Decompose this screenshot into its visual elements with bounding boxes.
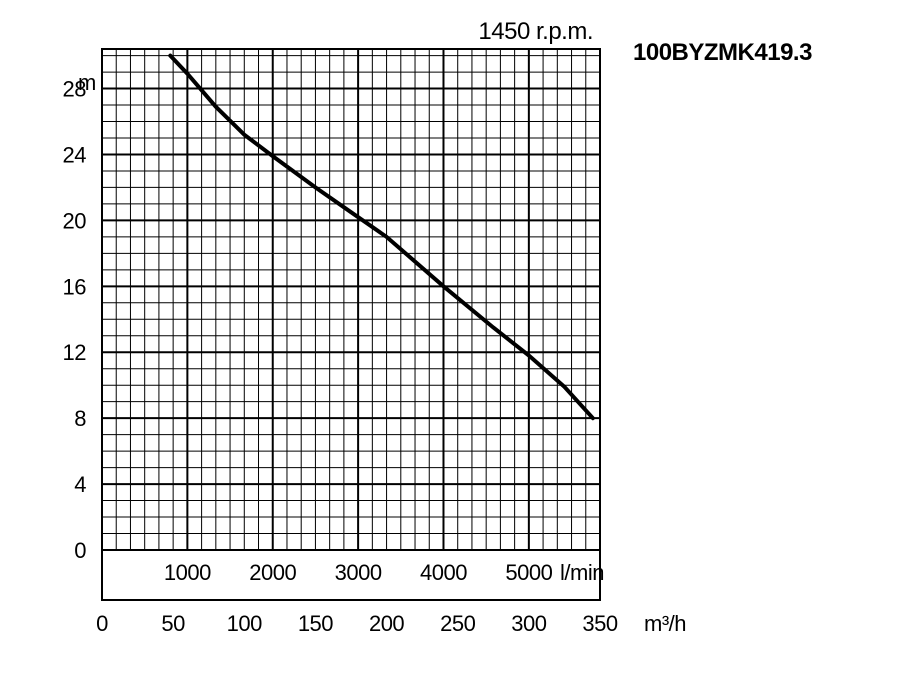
y-tick-label: 20 <box>63 208 87 233</box>
y-ticks: 0 4 8 12 16 20 24 28 <box>63 77 87 563</box>
y-tick-label: 24 <box>63 142 87 167</box>
y-tick-label: 12 <box>63 340 87 365</box>
x-tick-label: 350 <box>582 611 617 636</box>
y-tick-label: 8 <box>74 406 86 431</box>
x-tick-label: 250 <box>440 611 475 636</box>
model-name: 100BYZMK419.3 <box>633 39 812 66</box>
minor-grid <box>102 49 600 550</box>
x2-tick-label: 5000 <box>505 560 552 585</box>
x2-tick-label: 2000 <box>249 560 296 585</box>
head-flow-curve <box>168 53 595 421</box>
x-tick-label: 50 <box>161 611 185 636</box>
plot-frame <box>101 48 601 601</box>
x-tick-label: 150 <box>298 611 333 636</box>
lmin-ticks: 1000 2000 3000 4000 5000 <box>164 560 553 585</box>
x-tick-label: 300 <box>511 611 546 636</box>
x-tick-label: 100 <box>227 611 262 636</box>
x-ticks: 0 50 100 150 200 250 300 350 <box>96 611 618 636</box>
x-axis-label: m³/h <box>644 611 686 636</box>
y-tick-label: 16 <box>63 274 87 299</box>
x2-axis-label: l/min <box>560 560 604 585</box>
major-grid <box>102 49 600 550</box>
x2-tick-label: 1000 <box>164 560 211 585</box>
x-tick-label: 0 <box>96 611 108 636</box>
y-axis-label: m <box>78 70 96 95</box>
x2-tick-label: 4000 <box>420 560 467 585</box>
chart-title: 1450 r.p.m. <box>478 18 593 45</box>
y-tick-label: 28 <box>63 77 87 102</box>
x2-tick-label: 3000 <box>335 560 382 585</box>
y-tick-label: 0 <box>74 538 86 563</box>
y-tick-label: 4 <box>74 472 86 497</box>
x-tick-label: 200 <box>369 611 404 636</box>
